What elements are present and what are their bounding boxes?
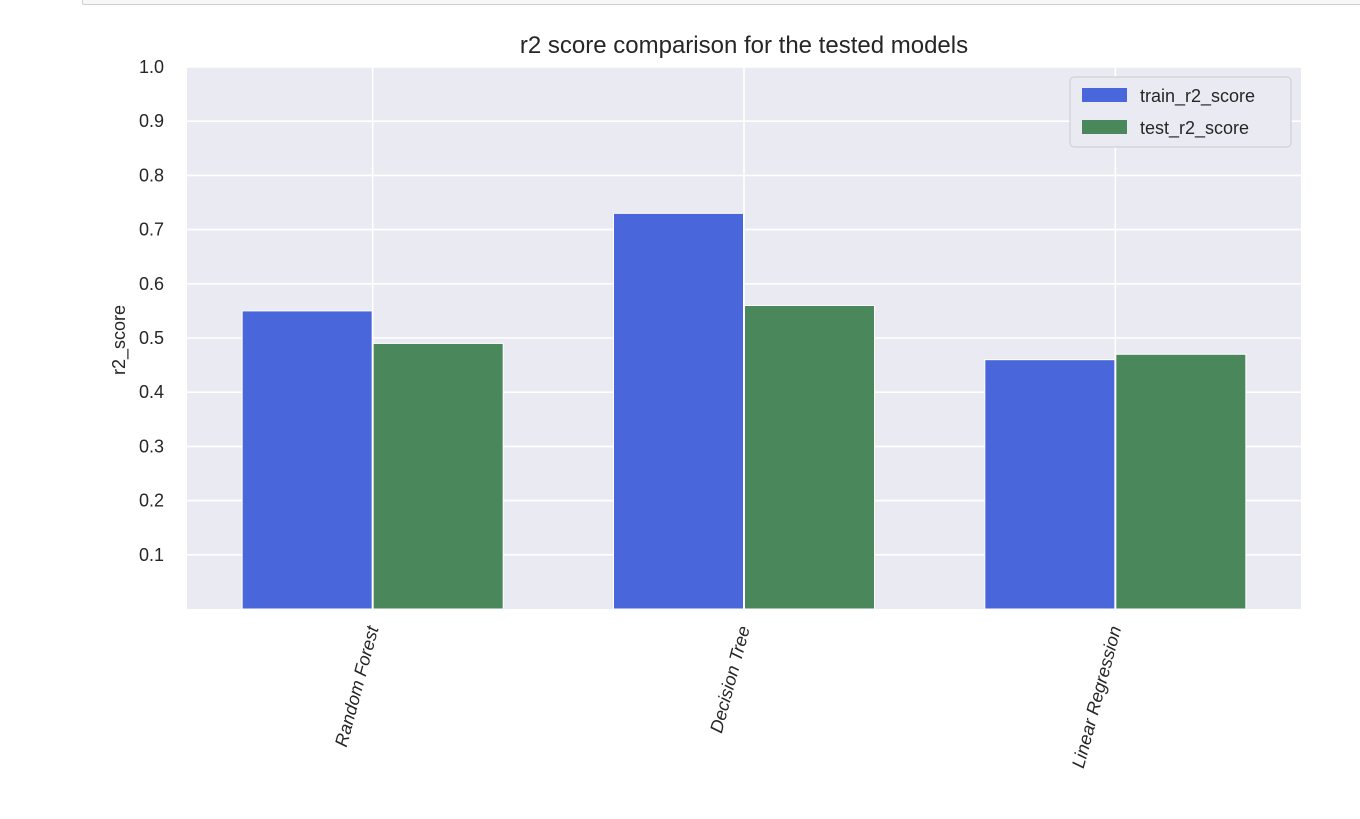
bar-test_r2_score-2 bbox=[1115, 353, 1247, 610]
legend: train_r2_score test_r2_score bbox=[1069, 76, 1292, 148]
y-tick-label: 0.6 bbox=[139, 274, 164, 294]
bar-train_r2_score-1 bbox=[613, 212, 744, 610]
bar-train_r2_score-0 bbox=[241, 310, 373, 610]
legend-swatch-train bbox=[1082, 88, 1127, 102]
y-tick-label: 0.1 bbox=[139, 545, 164, 565]
y-tick-label: 0.9 bbox=[139, 111, 164, 131]
bar-test_r2_score-0 bbox=[372, 342, 504, 610]
y-axis-ticks: 0.1 0.2 0.3 0.4 0.5 0.6 0.7 0.8 0.9 1.0 bbox=[139, 57, 164, 565]
y-tick-label: 0.5 bbox=[139, 328, 164, 348]
bar-test_r2_score-1 bbox=[744, 304, 875, 610]
y-tick-label: 0.3 bbox=[139, 436, 164, 456]
y-tick-label: 0.7 bbox=[139, 220, 164, 240]
x-tick-label: Decision Tree bbox=[706, 624, 754, 735]
y-tick-label: 0.8 bbox=[139, 165, 164, 185]
y-axis-label: r2_score bbox=[109, 305, 130, 375]
legend-label-train: train_r2_score bbox=[1140, 86, 1255, 107]
legend-swatch-test bbox=[1082, 120, 1127, 134]
chart-title: r2 score comparison for the tested model… bbox=[520, 32, 968, 59]
x-tick-label: Random Forest bbox=[331, 623, 383, 749]
y-tick-label: 0.2 bbox=[139, 491, 164, 511]
bars bbox=[241, 212, 1247, 610]
x-tick-label: Linear Regression bbox=[1068, 624, 1125, 770]
y-tick-label: 1.0 bbox=[139, 57, 164, 77]
legend-label-test: test_r2_score bbox=[1140, 118, 1249, 139]
y-tick-label: 0.4 bbox=[139, 382, 164, 402]
bar-train_r2_score-2 bbox=[984, 359, 1116, 610]
x-axis-ticks: Random Forest Decision Tree Linear Regress… bbox=[331, 623, 1125, 770]
notebook-cell-border bbox=[82, 0, 1360, 5]
